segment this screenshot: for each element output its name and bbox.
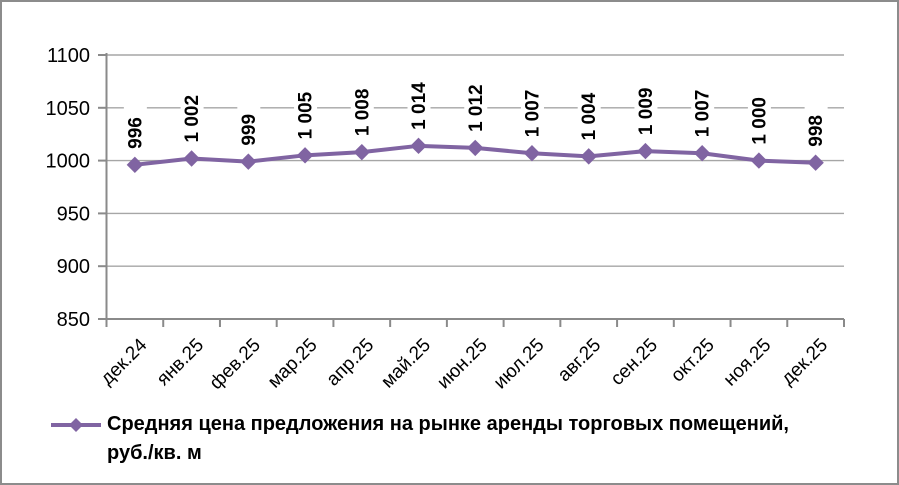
data-point-label: 1 002 xyxy=(182,95,203,143)
data-label-backdrop xyxy=(747,82,771,149)
data-label-backdrop xyxy=(691,75,715,142)
x-axis-category-label: апр.25 xyxy=(323,335,379,391)
data-point-marker xyxy=(183,150,200,167)
data-point-label: 1 014 xyxy=(409,82,430,130)
x-axis-category-label: фев.25 xyxy=(206,335,265,394)
data-point-marker xyxy=(693,145,711,162)
y-axis-tick-label: 1100 xyxy=(47,45,90,67)
x-axis-category-label: июн.25 xyxy=(433,335,492,394)
data-point-marker xyxy=(637,142,654,160)
data-point-label: 1 004 xyxy=(579,92,600,140)
data-label-backdrop xyxy=(464,70,488,136)
y-axis-tick-label: 950 xyxy=(57,203,90,225)
data-point-label: 999 xyxy=(239,114,260,146)
data-point-label: 1 009 xyxy=(636,88,657,136)
data-point-label: 996 xyxy=(125,117,146,149)
data-point-label: 1 000 xyxy=(749,97,770,145)
legend-marker-diamond xyxy=(69,418,83,432)
x-axis-category-label: июл.25 xyxy=(490,335,549,394)
data-point-label: 1 012 xyxy=(466,84,487,132)
data-point-label: 998 xyxy=(806,115,827,147)
rental-price-line-chart: 996 1 002 999 1 005 1 008 1 014 1 012 1 007 1 00… xyxy=(46,45,845,394)
data-point-marker xyxy=(296,147,314,164)
data-label-backdrop xyxy=(180,80,204,147)
series-line-marker-icon xyxy=(51,418,101,432)
data-point-label: 1 007 xyxy=(693,90,714,138)
y-axis-tick-label: 900 xyxy=(57,256,90,278)
data-point-marker xyxy=(807,154,824,171)
legend-series-label: Средняя цена предложения на рынке аренды… xyxy=(107,413,789,464)
data-point-label: 1 008 xyxy=(352,89,373,137)
x-axis-category-label: авг.25 xyxy=(554,335,605,386)
x-axis-category-label: янв.25 xyxy=(153,335,208,390)
y-axis-tick-label: 1050 xyxy=(46,98,91,120)
data-label-backdrop xyxy=(577,78,601,145)
data-label-backdrop xyxy=(294,77,318,144)
data-point-marker xyxy=(410,137,427,155)
data-point-label: 1 005 xyxy=(296,91,317,139)
x-axis-category-label: дек.25 xyxy=(777,335,832,390)
x-axis-category-label: мар.25 xyxy=(264,335,322,393)
data-point-marker xyxy=(126,156,144,174)
data-point-marker xyxy=(523,145,541,162)
legend: Средняя цена предложения на рынке аренды… xyxy=(48,410,819,468)
data-label-backdrop xyxy=(634,73,658,140)
data-point-marker xyxy=(467,139,484,157)
data-point-marker xyxy=(240,153,257,170)
y-axis-tick-label: 1000 xyxy=(46,151,91,173)
x-axis-category-label: окт.25 xyxy=(667,335,719,387)
x-axis-category-label: ноя.25 xyxy=(720,335,776,391)
data-point-marker xyxy=(580,148,597,165)
data-label-backdrop xyxy=(350,74,374,141)
x-axis-category-label: сен.25 xyxy=(607,335,662,390)
data-point-label: 1 007 xyxy=(522,90,543,138)
data-label-backdrop xyxy=(407,68,431,134)
data-label-backdrop xyxy=(237,99,261,150)
data-label-backdrop xyxy=(520,75,544,142)
data-point-marker xyxy=(750,152,768,169)
data-point-marker xyxy=(353,143,370,161)
x-axis-category-label: май.25 xyxy=(377,335,435,393)
data-label-backdrop xyxy=(123,103,147,153)
data-label-backdrop xyxy=(804,100,828,151)
x-axis-category-label: дек.24 xyxy=(97,334,152,389)
y-axis-tick-label: 850 xyxy=(57,309,90,331)
